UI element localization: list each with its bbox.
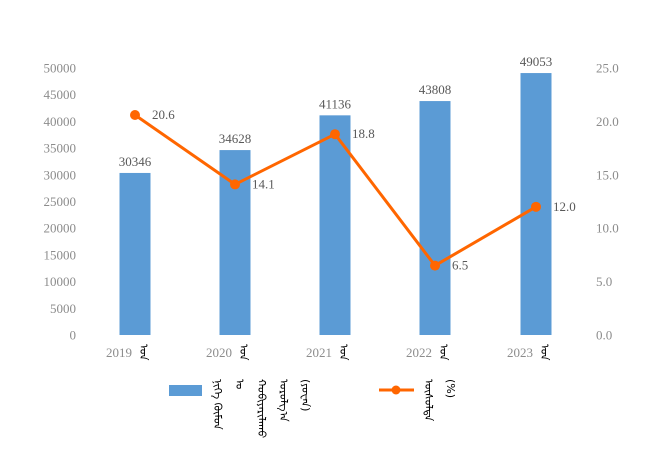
bar-value-label: 41136 [319, 96, 352, 111]
svg-text:ᠣᠨ: ᠣᠨ [437, 344, 450, 361]
bar-value-label: 34628 [219, 131, 252, 146]
svg-text:ᠣᠨ: ᠣᠨ [237, 344, 250, 361]
left-tick-label: 15000 [44, 247, 77, 262]
svg-text:2020: 2020 [206, 345, 232, 360]
left-tick-label: 5000 [50, 301, 76, 316]
bar-value-label: 49053 [520, 54, 553, 69]
right-tick-label: 10.0 [596, 221, 619, 236]
bar [419, 101, 451, 335]
svg-text:ᠥᠰᠦᠯᠲᠡ: ᠥᠰᠦᠯᠲᠡ [422, 379, 435, 422]
legend-bar-swatch [169, 385, 202, 396]
legend-line-label: ᠥᠰᠦᠯᠲᠡ (%) [422, 379, 457, 422]
legend: ᠨᠢᠭᠡ ᠬᠦᠮᠦᠨ ᠤ ᠬᠤᠪᠢᠶᠠᠷᠢᠯᠠᠬᠤ ᠣᠷᠣᠯᠭ᠎ᠠ (ᠶᠤᠸᠠᠨ) ᠥᠰ… [169, 379, 457, 438]
svg-text:2021: 2021 [306, 345, 332, 360]
svg-text:2023: 2023 [507, 345, 533, 360]
svg-text:(ᠶᠤᠸᠠᠨ): (ᠶᠤᠸᠠᠨ) [299, 379, 312, 411]
left-axis: 0 5000 10000 15000 20000 25000 30000 35000 40000… [44, 61, 77, 343]
left-tick-label: 25000 [44, 194, 77, 209]
bar-value-label: 43808 [419, 82, 452, 97]
line-value-label: 18.8 [352, 126, 375, 141]
left-tick-label: 30000 [44, 167, 77, 182]
x-axis: 2019 ᠣᠨ 2020 ᠣᠨ 2021 ᠣᠨ 2022 ᠣᠨ 2023 ᠣᠨ [106, 344, 551, 361]
left-tick-label: 50000 [44, 61, 77, 76]
left-tick-label: 35000 [44, 141, 77, 156]
bar-value-label: 30346 [119, 154, 152, 169]
left-tick-label: 45000 [44, 87, 77, 102]
svg-text:ᠣᠷᠣᠯᠭ᠎ᠠ: ᠣᠷᠣᠯᠭ᠎ᠠ [277, 379, 290, 422]
right-tick-label: 25.0 [596, 61, 619, 76]
legend-bar-label: ᠨᠢᠭᠡ ᠬᠦᠮᠦᠨ ᠤ ᠬᠤᠪᠢᠶᠠᠷᠢᠯᠠᠬᠤ ᠣᠷᠣᠯᠭ᠎ᠠ (ᠶᠤᠸᠠᠨ) [211, 379, 312, 438]
bar-data-labels: 30346 34628 41136 43808 49053 [119, 54, 553, 169]
right-tick-label: 15.0 [596, 167, 619, 182]
svg-text:ᠬᠤᠪᠢᠶᠠᠷᠢᠯᠠᠬᠤ: ᠬᠤᠪᠢᠶᠠᠷᠢᠯᠠᠬᠤ [255, 379, 268, 438]
right-tick-label: 5.0 [596, 274, 612, 289]
line-series [130, 109, 541, 271]
bar [119, 172, 151, 335]
x-tick-label: 2023 ᠣᠨ [507, 344, 551, 361]
left-tick-label: 20000 [44, 221, 77, 236]
left-tick-label: 10000 [44, 274, 77, 289]
svg-text:ᠣᠨ: ᠣᠨ [337, 344, 350, 361]
bar [319, 115, 351, 335]
line-value-label: 14.1 [252, 176, 275, 191]
x-tick-label: 2022 ᠣᠨ [406, 344, 450, 361]
line-value-label: 6.5 [452, 258, 468, 273]
legend-line-swatch [379, 385, 414, 395]
line-marker [531, 201, 541, 212]
svg-text:ᠤ: ᠤ [233, 379, 246, 389]
svg-text:ᠨᠢᠭᠡ ᠬᠦᠮᠦᠨ: ᠨᠢᠭᠡ ᠬᠦᠮᠦᠨ [211, 379, 224, 430]
bar-series [119, 73, 552, 335]
left-tick-label: 40000 [44, 114, 77, 129]
line-value-label: 20.6 [152, 107, 175, 122]
svg-text:ᠣᠨ: ᠣᠨ [137, 344, 150, 361]
x-tick-label: 2021 ᠣᠨ [306, 344, 350, 361]
line-marker [130, 109, 140, 120]
line-marker [330, 129, 340, 140]
right-axis: 0.0 5.0 10.0 15.0 20.0 25.0 [596, 61, 619, 343]
line-data-labels: 20.6 14.1 18.8 6.5 12.0 [152, 107, 576, 273]
left-tick-label: 0 [70, 328, 77, 343]
line-marker [230, 179, 240, 190]
svg-text:2019: 2019 [106, 345, 132, 360]
line-marker [430, 260, 440, 271]
svg-text:ᠣᠨ: ᠣᠨ [538, 344, 551, 361]
line-value-label: 12.0 [553, 199, 576, 214]
right-tick-label: 20.0 [596, 114, 619, 129]
x-tick-label: 2020 ᠣᠨ [206, 344, 250, 361]
right-tick-label: 0.0 [596, 328, 612, 343]
svg-text:2022: 2022 [406, 345, 432, 360]
svg-text:(%): (%) [444, 379, 457, 398]
x-tick-label: 2019 ᠣᠨ [106, 344, 150, 361]
